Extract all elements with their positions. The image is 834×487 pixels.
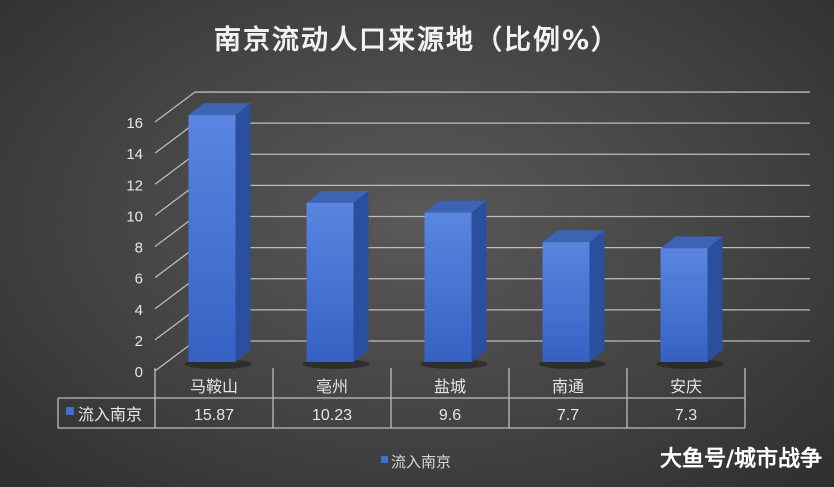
bar — [306, 202, 354, 362]
depth-gridline — [154, 91, 196, 123]
bar — [660, 248, 708, 362]
bar-side — [707, 236, 723, 362]
x-tick-label: 马鞍山 — [190, 377, 238, 396]
data-label: 7.7 — [557, 407, 579, 424]
bar-top — [306, 190, 369, 203]
bar-side — [589, 230, 605, 362]
x-tick-label: 盐城 — [434, 377, 466, 396]
legend-label: 流入南京 — [391, 453, 451, 471]
depth-gridline — [154, 278, 196, 310]
table-legend-swatch — [66, 407, 74, 415]
y-tick-label: 8 — [135, 240, 143, 257]
bar — [188, 115, 236, 362]
depth-gridline — [154, 122, 196, 154]
depth-gridline — [154, 340, 196, 372]
table-series-name: 流入南京 — [78, 405, 142, 424]
y-tick-label: 6 — [135, 271, 143, 288]
data-label: 7.3 — [675, 407, 697, 424]
bar-top — [424, 200, 487, 213]
x-tick-label: 南通 — [552, 377, 584, 396]
y-tick-label: 16 — [126, 115, 143, 132]
depth-gridline — [154, 247, 196, 279]
data-label: 10.23 — [312, 407, 352, 424]
data-label: 9.6 — [439, 407, 461, 424]
y-tick-label: 14 — [126, 146, 143, 163]
bar-side — [353, 190, 369, 362]
legend-swatch — [381, 456, 388, 463]
bar-top — [542, 230, 605, 243]
depth-gridline — [154, 184, 196, 216]
bar-top — [188, 103, 251, 116]
y-tick-label: 4 — [135, 302, 143, 319]
bar — [424, 212, 472, 362]
bar-side — [471, 200, 487, 362]
chart-title: 南京流动人口来源地（比例%） — [213, 25, 621, 56]
watermark: 大鱼号/城市战争 — [659, 447, 822, 472]
bar — [542, 242, 590, 362]
depth-gridline — [154, 153, 196, 185]
bar-top — [660, 236, 723, 249]
x-tick-label: 亳州 — [316, 377, 348, 396]
bar-side — [235, 103, 251, 362]
y-tick-label: 12 — [126, 177, 143, 194]
x-tick-label: 安庆 — [670, 377, 702, 396]
data-label: 15.87 — [194, 407, 234, 424]
depth-gridline — [154, 309, 196, 341]
y-tick-label: 0 — [135, 364, 143, 381]
y-tick-label: 10 — [126, 208, 143, 225]
depth-gridline — [154, 216, 196, 248]
y-tick-label: 2 — [135, 333, 143, 350]
